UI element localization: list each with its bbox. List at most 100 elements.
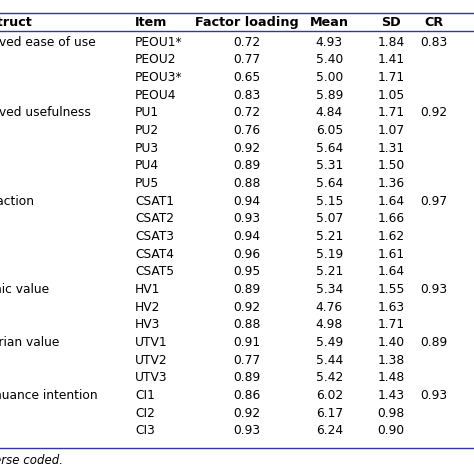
Text: PEOU3*: PEOU3* bbox=[135, 71, 182, 84]
Text: 1.71: 1.71 bbox=[377, 71, 405, 84]
Text: 0.92: 0.92 bbox=[420, 106, 447, 119]
Text: Utilitarian value: Utilitarian value bbox=[0, 336, 59, 349]
Text: 0.76: 0.76 bbox=[233, 124, 260, 137]
Text: 0.93: 0.93 bbox=[233, 425, 260, 438]
Text: 0.89: 0.89 bbox=[233, 372, 260, 384]
Text: 4.93: 4.93 bbox=[316, 36, 343, 48]
Text: 0.65: 0.65 bbox=[233, 71, 260, 84]
Text: HV3: HV3 bbox=[135, 319, 161, 331]
Text: UTV1: UTV1 bbox=[135, 336, 168, 349]
Text: 6.02: 6.02 bbox=[316, 389, 343, 402]
Text: Perceived ease of use: Perceived ease of use bbox=[0, 36, 96, 48]
Text: PU2: PU2 bbox=[135, 124, 159, 137]
Text: 0.91: 0.91 bbox=[233, 336, 260, 349]
Text: 0.95: 0.95 bbox=[233, 265, 260, 278]
Text: 0.88: 0.88 bbox=[233, 319, 260, 331]
Text: 5.21: 5.21 bbox=[316, 230, 343, 243]
Text: 1.64: 1.64 bbox=[377, 195, 405, 208]
Text: CR: CR bbox=[424, 16, 443, 28]
Text: * Reverse coded.: * Reverse coded. bbox=[0, 454, 63, 467]
Text: Factor loading: Factor loading bbox=[195, 16, 298, 28]
Text: 5.31: 5.31 bbox=[316, 159, 343, 172]
Text: 4.84: 4.84 bbox=[316, 106, 343, 119]
Text: 1.38: 1.38 bbox=[377, 354, 405, 367]
Text: 1.07: 1.07 bbox=[377, 124, 405, 137]
Text: 0.72: 0.72 bbox=[233, 36, 260, 48]
Text: 5.07: 5.07 bbox=[316, 212, 343, 225]
Text: 0.88: 0.88 bbox=[233, 177, 260, 190]
Text: 1.40: 1.40 bbox=[377, 336, 405, 349]
Text: 0.77: 0.77 bbox=[233, 354, 260, 367]
Text: 0.89: 0.89 bbox=[233, 159, 260, 172]
Text: 5.44: 5.44 bbox=[316, 354, 343, 367]
Text: Construct: Construct bbox=[0, 16, 32, 28]
Text: 0.72: 0.72 bbox=[233, 106, 260, 119]
Text: 0.89: 0.89 bbox=[233, 283, 260, 296]
Text: Mean: Mean bbox=[310, 16, 349, 28]
Text: Perceived usefulness: Perceived usefulness bbox=[0, 106, 91, 119]
Text: 5.49: 5.49 bbox=[316, 336, 343, 349]
Text: PU3: PU3 bbox=[135, 142, 159, 155]
Text: Satisfaction: Satisfaction bbox=[0, 195, 34, 208]
Text: 1.66: 1.66 bbox=[377, 212, 405, 225]
Text: 0.83: 0.83 bbox=[233, 89, 260, 101]
Text: 5.64: 5.64 bbox=[316, 142, 343, 155]
Text: PEOU2: PEOU2 bbox=[135, 53, 177, 66]
Text: 0.92: 0.92 bbox=[233, 301, 260, 314]
Text: 5.15: 5.15 bbox=[316, 195, 343, 208]
Text: 5.64: 5.64 bbox=[316, 177, 343, 190]
Text: 0.96: 0.96 bbox=[233, 248, 260, 261]
Text: 1.63: 1.63 bbox=[377, 301, 405, 314]
Text: 0.93: 0.93 bbox=[420, 283, 447, 296]
Text: 1.50: 1.50 bbox=[377, 159, 405, 172]
Text: CSAT4: CSAT4 bbox=[135, 248, 174, 261]
Text: Hedonic value: Hedonic value bbox=[0, 283, 49, 296]
Text: 4.98: 4.98 bbox=[316, 319, 343, 331]
Text: 0.94: 0.94 bbox=[233, 195, 260, 208]
Text: CSAT5: CSAT5 bbox=[135, 265, 174, 278]
Text: PEOU4: PEOU4 bbox=[135, 89, 177, 101]
Text: 5.34: 5.34 bbox=[316, 283, 343, 296]
Text: PU5: PU5 bbox=[135, 177, 159, 190]
Text: Continuance intention: Continuance intention bbox=[0, 389, 98, 402]
Text: UTV2: UTV2 bbox=[135, 354, 168, 367]
Text: 5.42: 5.42 bbox=[316, 372, 343, 384]
Text: 0.92: 0.92 bbox=[233, 142, 260, 155]
Text: PU4: PU4 bbox=[135, 159, 159, 172]
Text: HV1: HV1 bbox=[135, 283, 161, 296]
Text: 1.71: 1.71 bbox=[377, 319, 405, 331]
Text: CI2: CI2 bbox=[135, 407, 155, 420]
Text: UTV3: UTV3 bbox=[135, 372, 168, 384]
Text: 0.83: 0.83 bbox=[420, 36, 447, 48]
Text: CI3: CI3 bbox=[135, 425, 155, 438]
Text: CSAT1: CSAT1 bbox=[135, 195, 174, 208]
Text: 0.94: 0.94 bbox=[233, 230, 260, 243]
Text: 0.86: 0.86 bbox=[233, 389, 260, 402]
Text: 6.17: 6.17 bbox=[316, 407, 343, 420]
Text: Item: Item bbox=[135, 16, 167, 28]
Text: 1.41: 1.41 bbox=[377, 53, 405, 66]
Text: 1.36: 1.36 bbox=[377, 177, 405, 190]
Text: 0.90: 0.90 bbox=[377, 425, 405, 438]
Text: 0.89: 0.89 bbox=[420, 336, 447, 349]
Text: 0.97: 0.97 bbox=[420, 195, 447, 208]
Text: 4.76: 4.76 bbox=[316, 301, 343, 314]
Text: CSAT3: CSAT3 bbox=[135, 230, 174, 243]
Text: 1.31: 1.31 bbox=[377, 142, 405, 155]
Text: CSAT2: CSAT2 bbox=[135, 212, 174, 225]
Text: 0.93: 0.93 bbox=[420, 389, 447, 402]
Text: PU1: PU1 bbox=[135, 106, 159, 119]
Text: 0.98: 0.98 bbox=[377, 407, 405, 420]
Text: 5.19: 5.19 bbox=[316, 248, 343, 261]
Text: 0.93: 0.93 bbox=[233, 212, 260, 225]
Text: SD: SD bbox=[381, 16, 401, 28]
Text: CI1: CI1 bbox=[135, 389, 155, 402]
Text: 5.21: 5.21 bbox=[316, 265, 343, 278]
Text: 5.00: 5.00 bbox=[316, 71, 343, 84]
Text: 0.77: 0.77 bbox=[233, 53, 260, 66]
Text: 1.43: 1.43 bbox=[377, 389, 405, 402]
Text: 1.84: 1.84 bbox=[377, 36, 405, 48]
Text: 5.89: 5.89 bbox=[316, 89, 343, 101]
Text: 1.61: 1.61 bbox=[377, 248, 405, 261]
Text: 5.40: 5.40 bbox=[316, 53, 343, 66]
